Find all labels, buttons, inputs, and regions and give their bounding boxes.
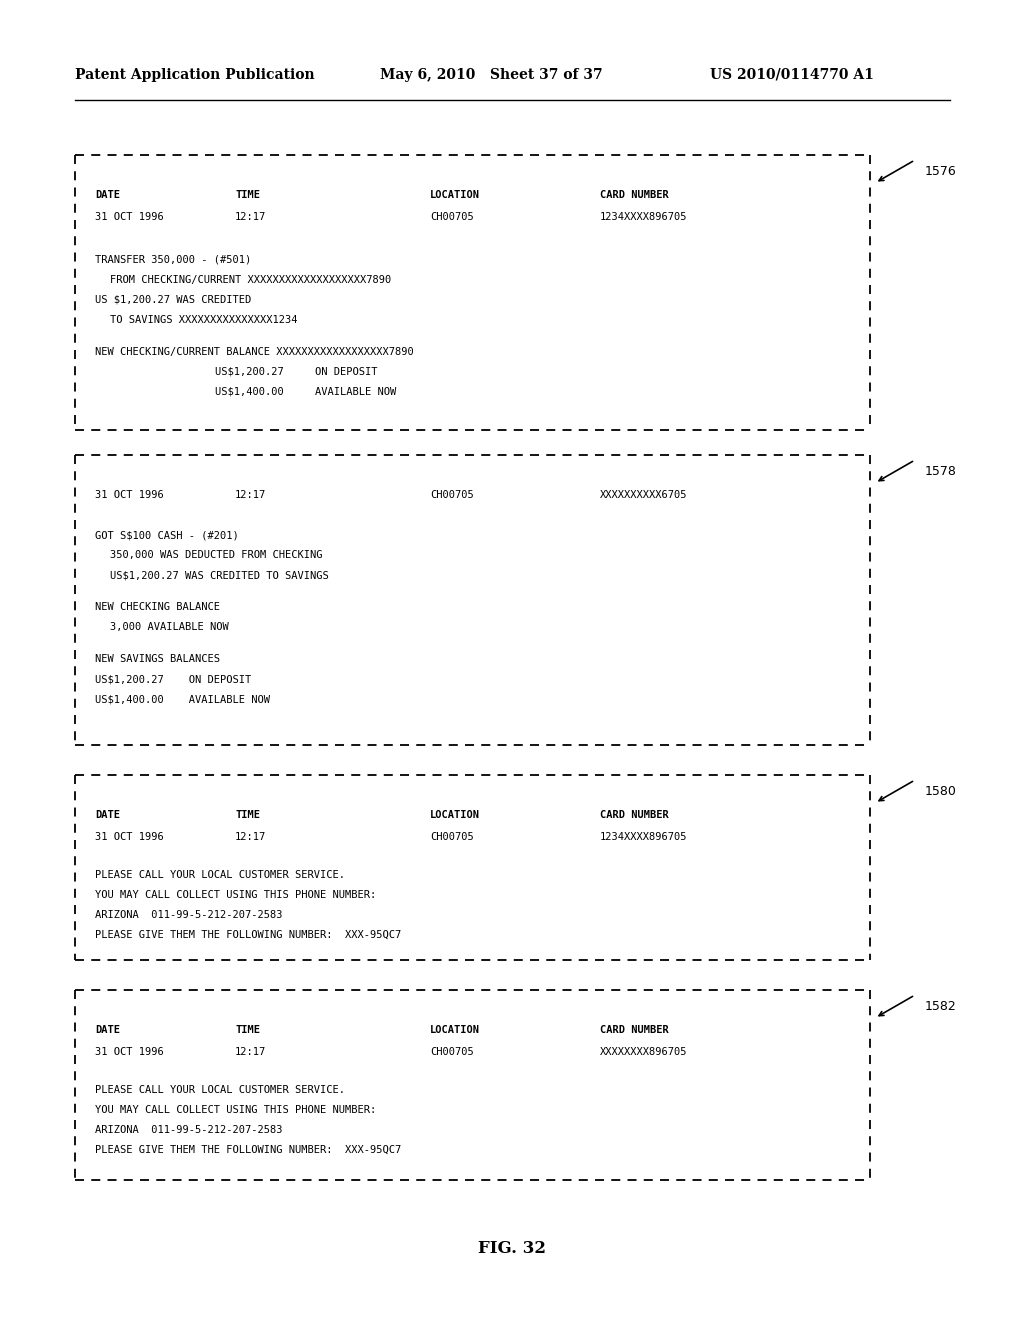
Text: 1234XXXX896705: 1234XXXX896705 [600,832,687,842]
Text: CARD NUMBER: CARD NUMBER [600,1026,669,1035]
Text: 1578: 1578 [925,465,956,478]
Text: 31 OCT 1996: 31 OCT 1996 [95,490,164,500]
Text: DATE: DATE [95,810,120,820]
Text: PLEASE GIVE THEM THE FOLLOWING NUMBER:  XXX-95QC7: PLEASE GIVE THEM THE FOLLOWING NUMBER: X… [95,931,401,940]
Text: 12:17: 12:17 [234,832,266,842]
Text: TRANSFER 350,000 - (#501): TRANSFER 350,000 - (#501) [95,255,251,265]
Text: US$1,400.00     AVAILABLE NOW: US$1,400.00 AVAILABLE NOW [215,387,396,397]
Text: US $1,200.27 WAS CREDITED: US $1,200.27 WAS CREDITED [95,294,251,305]
Text: Patent Application Publication: Patent Application Publication [75,69,314,82]
Text: 31 OCT 1996: 31 OCT 1996 [95,213,164,222]
Text: ARIZONA  011-99-5-212-207-2583: ARIZONA 011-99-5-212-207-2583 [95,909,283,920]
Text: CARD NUMBER: CARD NUMBER [600,190,669,201]
Text: DATE: DATE [95,1026,120,1035]
Text: XXXXXXXX896705: XXXXXXXX896705 [600,1047,687,1057]
Text: PLEASE CALL YOUR LOCAL CUSTOMER SERVICE.: PLEASE CALL YOUR LOCAL CUSTOMER SERVICE. [95,1085,345,1096]
Text: 3,000 AVAILABLE NOW: 3,000 AVAILABLE NOW [110,622,228,632]
Text: 1234XXXX896705: 1234XXXX896705 [600,213,687,222]
Text: US$1,200.27    ON DEPOSIT: US$1,200.27 ON DEPOSIT [95,675,251,684]
Text: 12:17: 12:17 [234,1047,266,1057]
Text: LOCATION: LOCATION [430,810,480,820]
Text: May 6, 2010   Sheet 37 of 37: May 6, 2010 Sheet 37 of 37 [380,69,603,82]
Text: TIME: TIME [234,810,260,820]
Text: 12:17: 12:17 [234,213,266,222]
Text: NEW CHECKING/CURRENT BALANCE XXXXXXXXXXXXXXXXXX7890: NEW CHECKING/CURRENT BALANCE XXXXXXXXXXX… [95,347,414,356]
Text: TIME: TIME [234,190,260,201]
Text: NEW SAVINGS BALANCES: NEW SAVINGS BALANCES [95,653,220,664]
Text: GOT S$100 CASH - (#201): GOT S$100 CASH - (#201) [95,531,239,540]
Text: LOCATION: LOCATION [430,190,480,201]
Text: PLEASE GIVE THEM THE FOLLOWING NUMBER:  XXX-95QC7: PLEASE GIVE THEM THE FOLLOWING NUMBER: X… [95,1144,401,1155]
Text: ARIZONA  011-99-5-212-207-2583: ARIZONA 011-99-5-212-207-2583 [95,1125,283,1135]
Text: TO SAVINGS XXXXXXXXXXXXXXX1234: TO SAVINGS XXXXXXXXXXXXXXX1234 [110,315,298,325]
Text: CH00705: CH00705 [430,490,474,500]
Text: XXXXXXXXXX6705: XXXXXXXXXX6705 [600,490,687,500]
Text: US$1,200.27 WAS CREDITED TO SAVINGS: US$1,200.27 WAS CREDITED TO SAVINGS [110,570,329,579]
Text: 12:17: 12:17 [234,490,266,500]
Text: 1582: 1582 [925,1001,956,1012]
Text: TIME: TIME [234,1026,260,1035]
Text: 31 OCT 1996: 31 OCT 1996 [95,832,164,842]
Text: LOCATION: LOCATION [430,1026,480,1035]
Text: CH00705: CH00705 [430,213,474,222]
Text: FIG. 32: FIG. 32 [478,1239,546,1257]
Text: 350,000 WAS DEDUCTED FROM CHECKING: 350,000 WAS DEDUCTED FROM CHECKING [110,550,323,560]
Text: US$1,400.00    AVAILABLE NOW: US$1,400.00 AVAILABLE NOW [95,694,270,704]
Text: PLEASE CALL YOUR LOCAL CUSTOMER SERVICE.: PLEASE CALL YOUR LOCAL CUSTOMER SERVICE. [95,870,345,880]
Text: NEW CHECKING BALANCE: NEW CHECKING BALANCE [95,602,220,612]
Text: 1580: 1580 [925,785,956,799]
Text: CH00705: CH00705 [430,832,474,842]
Text: US 2010/0114770 A1: US 2010/0114770 A1 [710,69,873,82]
Text: YOU MAY CALL COLLECT USING THIS PHONE NUMBER:: YOU MAY CALL COLLECT USING THIS PHONE NU… [95,1105,376,1115]
Text: US$1,200.27     ON DEPOSIT: US$1,200.27 ON DEPOSIT [215,367,378,378]
Text: DATE: DATE [95,190,120,201]
Text: YOU MAY CALL COLLECT USING THIS PHONE NUMBER:: YOU MAY CALL COLLECT USING THIS PHONE NU… [95,890,376,900]
Text: 1576: 1576 [925,165,956,178]
Text: FROM CHECKING/CURRENT XXXXXXXXXXXXXXXXXXX7890: FROM CHECKING/CURRENT XXXXXXXXXXXXXXXXXX… [110,275,391,285]
Text: CH00705: CH00705 [430,1047,474,1057]
Text: CARD NUMBER: CARD NUMBER [600,810,669,820]
Text: 31 OCT 1996: 31 OCT 1996 [95,1047,164,1057]
